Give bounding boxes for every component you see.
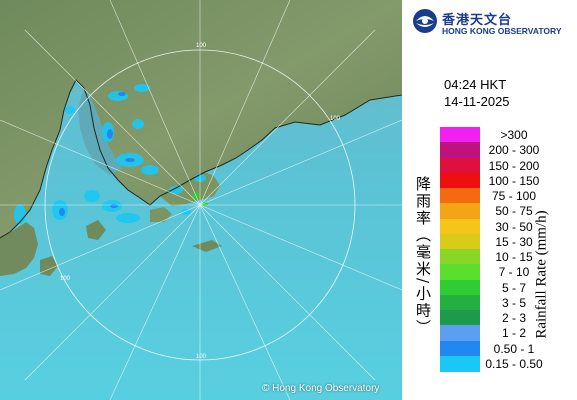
legend-label: 5 - 7 — [501, 280, 526, 295]
legend-title-en: Rainfall Rate (mm/h) — [533, 210, 550, 339]
lantau-island — [150, 207, 172, 222]
island — [86, 220, 106, 240]
hko-logo: 香港天文台 HONG KONG OBSERVATORY — [412, 6, 572, 40]
legend-label: 10 - 15 — [495, 250, 533, 264]
legend-swatch — [440, 218, 480, 235]
legend-row: 0.50 - 1 — [440, 340, 570, 357]
legend-row: 15 - 30 — [440, 233, 570, 250]
legend-swatch — [440, 325, 480, 342]
pearl-river-estuary — [78, 88, 122, 175]
legend-swatch — [440, 310, 480, 326]
hko-logo-icon — [413, 9, 437, 33]
org-name-en: HONG KONG OBSERVATORY — [442, 26, 562, 36]
legend-label: 2 - 3 — [501, 311, 526, 325]
legend-swatch — [440, 340, 480, 357]
hong-kong-territory — [160, 172, 220, 206]
legend-label: 75 - 100 — [491, 189, 537, 203]
legend-row: 75 - 100 — [440, 188, 570, 204]
legend-label: 1 - 2 — [501, 326, 526, 341]
west-coast-land — [0, 222, 38, 276]
legend-swatch — [440, 279, 480, 296]
observation-time: 04:24 HKT — [444, 77, 507, 92]
legend-row: 1 - 2 — [440, 325, 570, 342]
legend-row: 5 - 7 — [440, 279, 570, 296]
legend-row: 150 - 200 — [440, 157, 570, 174]
island — [192, 240, 222, 252]
legend-swatch — [440, 233, 480, 250]
legend-row: 2 - 3 — [440, 310, 570, 326]
legend-swatch — [440, 264, 480, 281]
legend-label: 50 - 75 — [495, 204, 533, 219]
legend-swatch — [440, 294, 480, 311]
ring-label-north: 100 — [196, 43, 207, 49]
legend-swatch — [440, 172, 480, 189]
legend-title-zh: 降雨率（毫米/小時） — [414, 176, 432, 337]
legend-row: 30 - 50 — [440, 218, 570, 235]
observation-date: 14-11-2025 — [444, 94, 510, 109]
legend-row: 0.15 - 0.50 — [440, 355, 570, 372]
ring-label-south: 100 — [196, 354, 207, 360]
legend-label: >300 — [500, 128, 528, 142]
legend-label: 0.15 - 0.50 — [485, 356, 543, 371]
legend-row: 100 - 150 — [440, 172, 570, 189]
coastline — [0, 79, 402, 239]
legend-row: 3 - 5 — [440, 294, 570, 311]
radar-map-canvas: 100 100 100 100 — [0, 0, 402, 400]
legend-swatch — [440, 203, 480, 220]
legend-row: 7 - 10 — [440, 264, 570, 281]
legend-swatch — [440, 127, 480, 143]
org-name-zh: 香港天文台 — [442, 13, 513, 28]
legend-title-en-wrap: Rainfall Rate (mm/h) — [532, 176, 552, 376]
mainland-landmass — [0, 0, 402, 238]
range-radials — [0, 0, 402, 400]
legend-label: 0.50 - 1 — [493, 341, 535, 356]
legend-swatch — [440, 249, 480, 265]
legend-label: 30 - 50 — [495, 219, 533, 234]
legend-swatch — [440, 355, 480, 372]
legend-row: 10 - 15 — [440, 249, 570, 265]
legend-swatch — [440, 142, 480, 159]
legend-swatch — [440, 157, 480, 174]
ring-label-east: 100 — [330, 116, 341, 122]
legend-label: 200 - 300 — [488, 143, 540, 158]
legend-label: 150 - 200 — [488, 158, 540, 173]
radar-map: 100 100 100 100 © Hong Kong Observatory — [0, 0, 402, 400]
rain-echoes-moderate — [59, 92, 135, 216]
legend-row: 200 - 300 — [440, 142, 570, 159]
legend-label: 3 - 5 — [501, 295, 526, 310]
copyright-text: © Hong Kong Observatory — [262, 383, 380, 394]
legend-swatch — [440, 188, 480, 204]
legend-label: 100 - 150 — [488, 173, 540, 188]
ring-label-west: 100 — [60, 276, 71, 282]
legend-label: 15 - 30 — [495, 234, 533, 249]
legend-row: >300 — [440, 127, 570, 143]
info-panel: 香港天文台 HONG KONG OBSERVATORY 04:24 HKT 14… — [402, 0, 577, 400]
legend-label: 7 - 10 — [498, 265, 530, 280]
legend-row: 50 - 75 — [440, 203, 570, 220]
